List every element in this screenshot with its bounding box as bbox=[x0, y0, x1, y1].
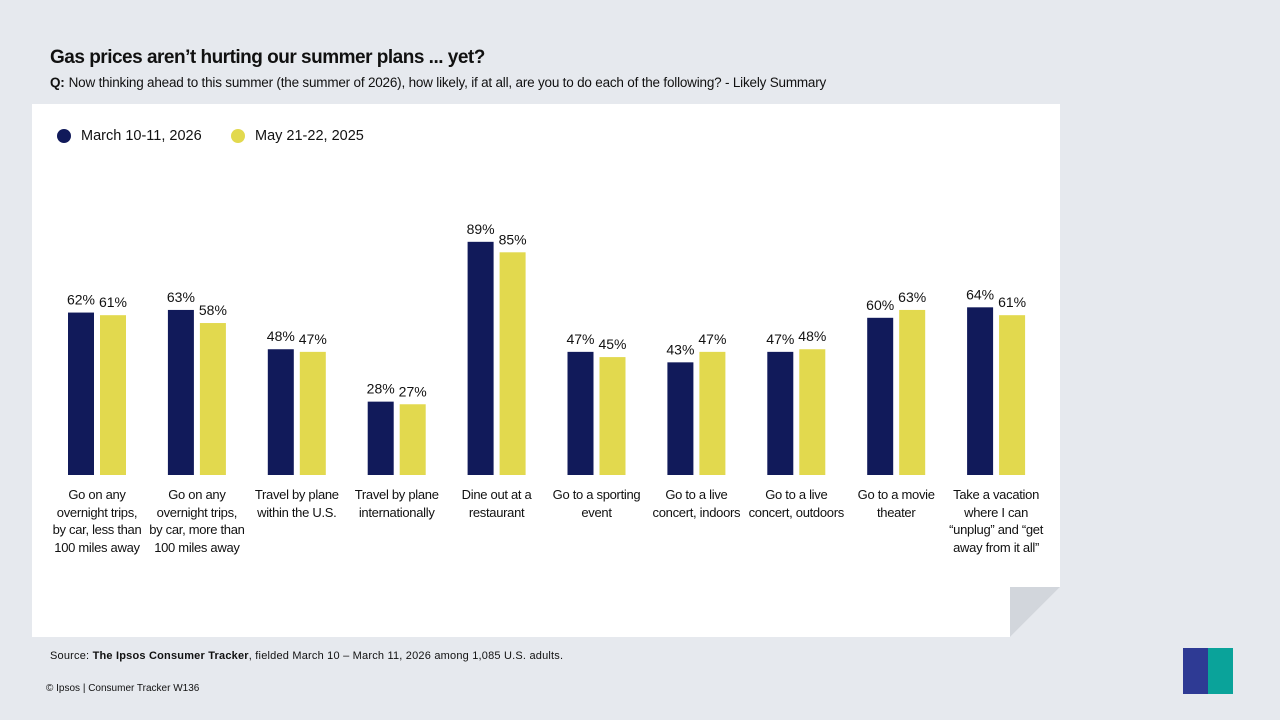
bar bbox=[999, 315, 1026, 475]
category-label: Travel by plane within the U.S. bbox=[254, 487, 339, 520]
legend-swatch bbox=[231, 129, 245, 143]
legend-label: May 21-22, 2025 bbox=[255, 128, 364, 144]
bar bbox=[467, 241, 494, 475]
bar bbox=[68, 312, 94, 475]
data-label: 48% bbox=[267, 328, 295, 344]
category-label: Go on any overnight trips, by car, less … bbox=[52, 487, 142, 555]
data-label: 28% bbox=[367, 381, 395, 397]
data-label: 48% bbox=[798, 328, 826, 344]
bar bbox=[167, 309, 194, 475]
source-name: The Ipsos Consumer Tracker bbox=[92, 650, 249, 662]
bar bbox=[667, 362, 694, 475]
bar bbox=[299, 351, 326, 475]
data-label: 27% bbox=[399, 383, 427, 399]
data-label: 47% bbox=[566, 331, 594, 347]
bar bbox=[867, 317, 894, 475]
bar bbox=[699, 351, 726, 475]
category-label: Dine out at a restaurant bbox=[461, 487, 532, 520]
bar bbox=[799, 349, 826, 475]
data-label: 47% bbox=[698, 331, 726, 347]
legend-item-2025: May 21-22, 2025 bbox=[231, 128, 364, 144]
legend-swatch bbox=[57, 129, 71, 143]
data-label: 63% bbox=[898, 289, 926, 305]
category-label: Go to a live concert, outdoors bbox=[748, 487, 845, 520]
bar bbox=[599, 357, 626, 475]
category-label: Go to a movie theater bbox=[857, 487, 935, 520]
question: Q: Now thinking ahead to this summer (the… bbox=[50, 75, 826, 90]
legend-label: March 10-11, 2026 bbox=[81, 128, 202, 144]
data-label: 85% bbox=[499, 231, 527, 247]
data-label: 89% bbox=[467, 221, 495, 237]
copyright: © Ipsos | Consumer Tracker W136 bbox=[46, 683, 200, 694]
page-title: Gas prices aren’t hurting our summer pla… bbox=[50, 47, 485, 68]
data-label: 60% bbox=[866, 297, 894, 313]
bar bbox=[100, 315, 126, 475]
data-label: 47% bbox=[299, 331, 327, 347]
ipsos-logo bbox=[1183, 648, 1233, 694]
bar bbox=[767, 351, 794, 475]
bar bbox=[499, 252, 526, 475]
category-label: Travel by plane internationally bbox=[354, 487, 439, 520]
category-label: Go on any overnight trips, by car, more … bbox=[149, 487, 245, 555]
bar bbox=[199, 323, 226, 475]
bar bbox=[567, 351, 594, 475]
bar bbox=[399, 404, 426, 475]
data-label: 63% bbox=[167, 289, 195, 305]
data-label: 61% bbox=[998, 294, 1026, 310]
bar bbox=[267, 349, 294, 475]
data-label: 47% bbox=[766, 331, 794, 347]
data-label: 62% bbox=[67, 292, 95, 308]
category-label: Go to a sporting event bbox=[552, 487, 641, 520]
data-label: 45% bbox=[598, 336, 626, 352]
source-rest: , fielded March 10 – March 11, 2026 amon… bbox=[248, 650, 564, 662]
data-label: 58% bbox=[199, 302, 227, 318]
data-label: 64% bbox=[966, 286, 994, 302]
category-label: Take a vacation where I can “unplug” and… bbox=[949, 487, 1044, 555]
data-label: 43% bbox=[666, 341, 694, 357]
bar bbox=[367, 401, 394, 475]
category-label: Go to a live concert, indoors bbox=[652, 487, 741, 520]
bar bbox=[899, 309, 926, 475]
source-note: Source: The Ipsos Consumer Tracker, fiel… bbox=[50, 650, 563, 662]
data-label: 61% bbox=[99, 294, 127, 310]
question-prefix: Q: bbox=[50, 75, 65, 90]
source-prefix: Source: bbox=[50, 650, 93, 662]
legend-item-2026: March 10-11, 2026 bbox=[57, 128, 202, 144]
question-text: Now thinking ahead to this summer (the s… bbox=[68, 75, 827, 90]
bar bbox=[967, 307, 994, 475]
